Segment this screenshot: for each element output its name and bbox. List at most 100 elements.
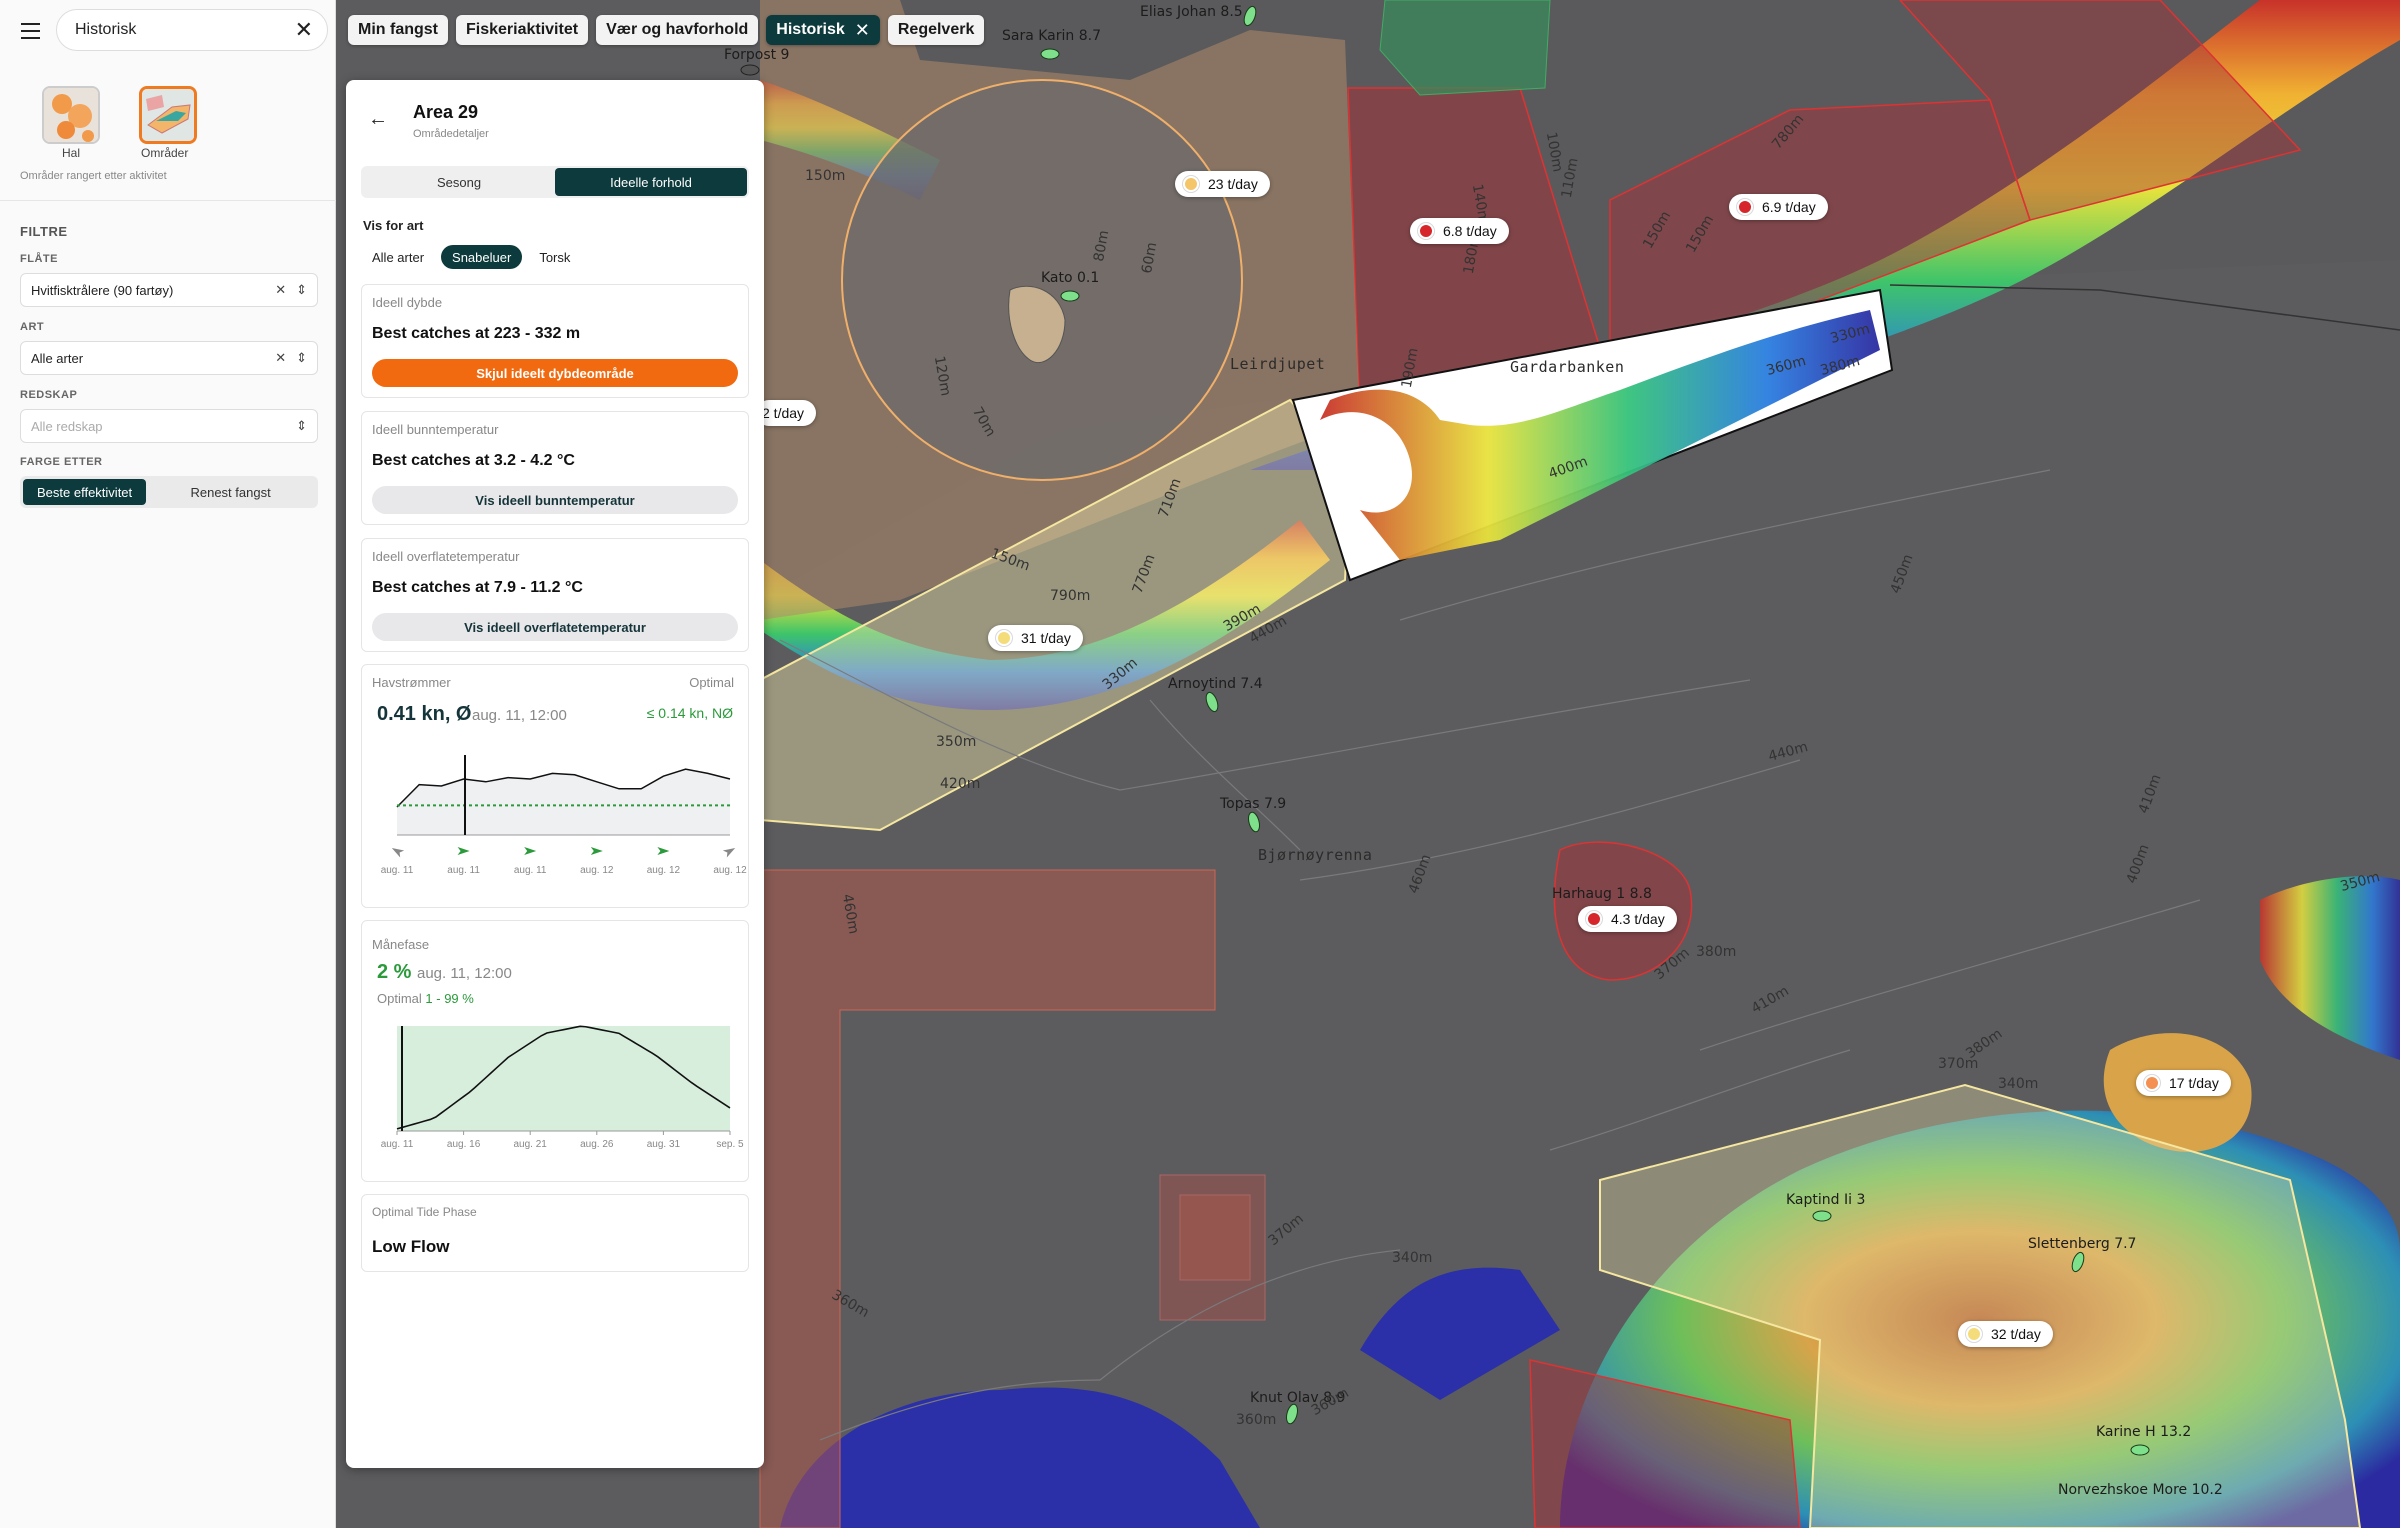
show-bottom-temp-button[interactable]: Vis ideell bunntemperatur (372, 486, 738, 514)
catch-rate-marker[interactable]: 2 t/day (756, 400, 817, 426)
optimal-range: 1 - 99 % (425, 991, 474, 1006)
area-title: Area 29 (413, 102, 479, 122)
ideal-bottom-temp-card: Ideell bunntemperatur Best catches at 3.… (361, 411, 749, 525)
card-value: Best catches at 7.9 - 11.2 °C (372, 579, 583, 596)
vessel-label[interactable]: Kato 0.1 (1041, 270, 1100, 286)
vessel-label[interactable]: Arnoytind 7.4 (1168, 676, 1263, 692)
vessel-label[interactable]: Topas 7.9 (1220, 796, 1287, 812)
rate-dot (1737, 199, 1753, 215)
direction-arrow-icon (524, 847, 537, 855)
panel-tabs: Sesong Ideelle forhold (361, 166, 749, 198)
vessel-label[interactable]: Slettenberg 7.7 (2028, 1236, 2137, 1252)
divider (0, 200, 336, 201)
depth-label: 350m (936, 734, 977, 750)
chip-regelverk[interactable]: Regelverk (887, 15, 985, 45)
rate-dot (1183, 176, 1199, 192)
arrow-shape (657, 847, 670, 855)
chip-label: Historisk (776, 21, 845, 38)
layer-thumb-hal[interactable] (42, 86, 100, 144)
layer-thumb-omrader[interactable] (139, 86, 197, 144)
moon-curve (396, 1025, 731, 1130)
tab-sesong[interactable]: Sesong (436, 174, 482, 190)
card-title: Optimal Tide Phase (372, 1205, 477, 1219)
ideal-depth-card: Ideell dybde Best catches at 223 - 332 m… (361, 284, 749, 398)
search-value: Historisk (75, 21, 137, 38)
chevron-updown-icon: ⇕ (296, 418, 307, 433)
card-title: Havstrømmer (372, 675, 451, 690)
rate-label: 23 t/day (1208, 176, 1258, 192)
x-tick-label: aug. 11 (381, 1139, 414, 1150)
species-select[interactable]: Alle arter ✕ ⇕ (20, 341, 318, 375)
hide-depth-button[interactable]: Skjul ideelt dybdeområde (372, 359, 738, 387)
x-tick-label: aug. 12 (580, 865, 614, 876)
chip-label: Min fangst (358, 21, 438, 38)
fleet-select[interactable]: Hvitfisktrålere (90 fartøy) ✕ ⇕ (20, 273, 318, 307)
catch-rate-marker[interactable]: 23 t/day (1175, 171, 1270, 197)
chevron-updown-icon: ⇕ (296, 282, 307, 297)
chip-label: Vær og havforhold (606, 21, 749, 38)
rate-dot (1418, 223, 1434, 239)
show-surface-temp-button[interactable]: Vis ideell overflatetemperatur (372, 613, 738, 641)
chip-vaer-og-havforhold[interactable]: Vær og havforhold (596, 15, 759, 45)
chip-fiskeriaktivitet[interactable]: Fiskeriaktivitet (456, 15, 589, 45)
close-icon[interactable]: ✕ (294, 17, 313, 42)
species-value: Alle arter (31, 350, 84, 366)
vessel-label[interactable]: Karine H 13.2 (2096, 1424, 2192, 1440)
direction-arrow-icon (457, 847, 470, 855)
vessel-label[interactable]: Harhaug 1 8.8 (1552, 886, 1652, 902)
tab-ideelle-forhold[interactable]: Ideelle forhold (555, 168, 747, 196)
rate-label: 2 t/day (762, 405, 805, 421)
depth-label: 790m (1050, 588, 1091, 604)
optimal-band (397, 1026, 730, 1131)
x-tick-label: aug. 12 (713, 865, 747, 876)
close-icon[interactable]: ✕ (854, 19, 870, 40)
rate-label: 6.8 t/day (1443, 223, 1497, 239)
depth-label: 360m (1236, 1412, 1277, 1428)
chip-historisk[interactable]: Historisk ✕ (766, 15, 880, 45)
catch-rate-marker[interactable]: 6.9 t/day (1729, 194, 1828, 220)
rate-dot (996, 630, 1012, 646)
color-by-efficiency[interactable]: Beste effektivitet (23, 479, 147, 505)
search-input[interactable]: Historisk ✕ (56, 9, 328, 51)
haul-map-icon (44, 88, 98, 142)
gear-select[interactable]: Alle redskap ⇕ (20, 409, 318, 443)
back-arrow-icon[interactable]: ← (368, 108, 388, 130)
chip-label: Fiskeriaktivitet (466, 21, 579, 38)
vessel-label[interactable]: Norvezhskoe More 10.2 (2058, 1482, 2223, 1498)
chip-label: Regelverk (897, 21, 975, 38)
depth-label: 340m (1392, 1250, 1433, 1266)
menu-icon[interactable] (14, 15, 46, 47)
catch-rate-marker[interactable]: 17 t/day (2136, 1070, 2231, 1096)
x-tick-label: aug. 11 (514, 865, 547, 876)
vessel-label[interactable]: Sara Karin 8.7 (1002, 28, 1101, 44)
catch-rate-marker[interactable]: 32 t/day (1958, 1321, 2053, 1347)
direction-arrow-icon (722, 848, 736, 858)
moon-phase-card: Månefase 2 % aug. 11, 12:00 Optimal 1 - … (361, 920, 749, 1182)
species-heading: Vis for art (363, 218, 424, 233)
species-selector: Alle arter Snabeluer Torsk (361, 245, 581, 269)
species-snabeluer[interactable]: Snabeluer (441, 245, 523, 269)
layer-label: Områder (141, 146, 189, 160)
vessel-label[interactable]: Kaptind Ii 3 (1786, 1192, 1866, 1208)
catch-rate-marker[interactable]: 6.8 t/day (1410, 218, 1509, 244)
clear-icon[interactable]: ✕ (275, 350, 287, 365)
depth-label: 150m (805, 168, 846, 184)
rate-label: 4.3 t/day (1611, 911, 1665, 927)
catch-rate-marker[interactable]: 4.3 t/day (1578, 906, 1677, 932)
species-all[interactable]: Alle arter (372, 249, 425, 265)
species-torsk[interactable]: Torsk (539, 249, 571, 265)
vessel-label[interactable]: Forpost 9 (724, 47, 790, 63)
place-gardarbanken: Gardarbanken (1510, 358, 1625, 376)
card-value: Best catches at 223 - 332 m (372, 325, 581, 342)
color-by-clean-catch[interactable]: Renest fangst (190, 484, 271, 500)
chevron-updown-icon: ⇕ (296, 350, 307, 365)
currents-area (397, 769, 730, 835)
chip-min-fangst[interactable]: Min fangst (348, 15, 448, 45)
fleet-value: Hvitfisktrålere (90 fartøy) (31, 282, 174, 298)
depth-label: 340m (1998, 1076, 2039, 1092)
clear-icon[interactable]: ✕ (275, 282, 287, 297)
catch-rate-marker[interactable]: 31 t/day (988, 625, 1083, 651)
vessel-label[interactable]: Knut Olav 8.9 (1250, 1390, 1346, 1406)
vessel-label[interactable]: Elias Johan 8.5 (1140, 4, 1243, 20)
card-value: Best catches at 3.2 - 4.2 °C (372, 452, 575, 469)
